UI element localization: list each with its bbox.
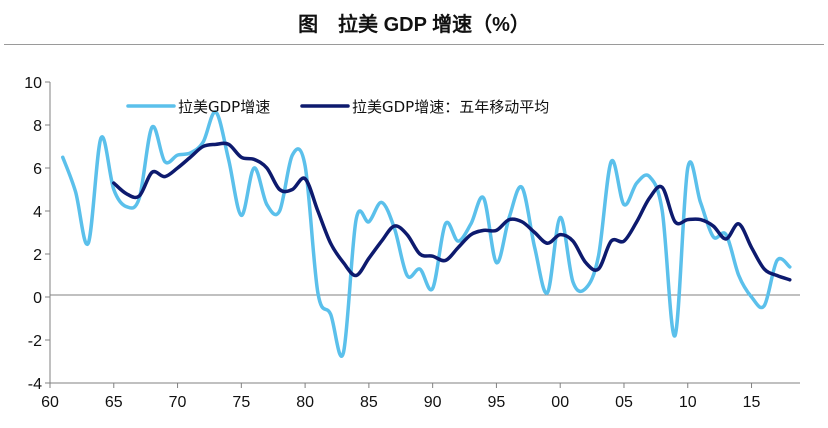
x-tick-label: 70: [169, 394, 187, 411]
y-tick-label: 0: [33, 290, 42, 307]
legend: 拉美GDP增速 拉美GDP增速：五年移动平均: [126, 98, 549, 116]
y-tick-label: 6: [33, 161, 42, 178]
series-line-2: [112, 141, 792, 282]
legend-label-1: 拉美GDP增速: [178, 98, 270, 116]
legend-label-2: 拉美GDP增速：五年移动平均: [352, 98, 549, 116]
x-tick-label: 65: [105, 394, 123, 411]
x-tick-label: 05: [615, 394, 633, 411]
x-tick-label: 75: [232, 394, 250, 411]
y-tick-label: -4: [28, 376, 42, 393]
series-lines: [61, 110, 792, 358]
x-tick-label: 00: [551, 394, 569, 411]
x-tick-label: 85: [360, 394, 378, 411]
series-line-1: [61, 110, 792, 358]
x-tick-label: 15: [743, 394, 761, 411]
x-tick-label: 90: [424, 394, 442, 411]
x-axis-ticks: 60 65 70 75 80 85 90 95 00 05 10 15: [41, 383, 761, 411]
title-divider: [4, 44, 824, 45]
y-tick-label: 2: [33, 247, 42, 264]
y-axis-ticks: -4 -2 0 2 4 6 8 10: [24, 75, 50, 393]
chart-title: 图 拉美 GDP 增速（%）: [298, 14, 530, 36]
x-tick-label: 80: [296, 394, 314, 411]
x-tick-label: 60: [41, 394, 59, 411]
y-tick-label: 8: [33, 118, 42, 135]
x-tick-label: 10: [679, 394, 697, 411]
y-tick-label: 4: [33, 204, 42, 221]
x-tick-label: 95: [488, 394, 506, 411]
y-tick-label: -2: [28, 333, 42, 350]
y-tick-label: 10: [24, 75, 42, 92]
